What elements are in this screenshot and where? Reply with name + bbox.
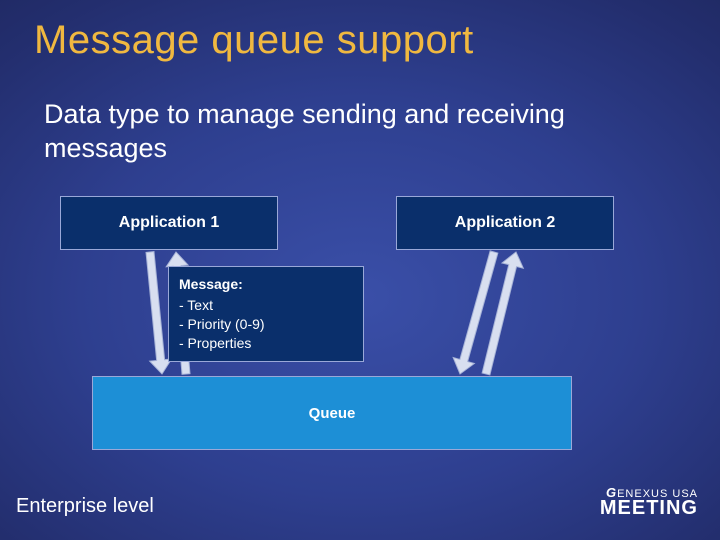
logo-line2: MEETING <box>600 499 698 518</box>
node-queue: Queue <box>92 376 572 450</box>
logo: GENEXUS USA MEETING <box>600 487 698 518</box>
node-app2-label: Application 2 <box>455 214 555 232</box>
node-message: Message: - Text - Priority (0-9) - Prope… <box>168 266 364 362</box>
slide-subtitle: Data type to manage sending and receivin… <box>44 98 664 166</box>
message-header: Message: <box>179 275 353 294</box>
message-line: - Properties <box>179 334 353 353</box>
node-app1: Application 1 <box>60 196 278 250</box>
arrow-app2-down <box>449 249 504 377</box>
node-app2: Application 2 <box>396 196 614 250</box>
node-app1-label: Application 1 <box>119 214 219 232</box>
arrow-app2-up <box>475 249 526 376</box>
message-line: - Text <box>179 296 353 315</box>
slide-title: Message queue support <box>34 18 474 63</box>
message-line: - Priority (0-9) <box>179 315 353 334</box>
slide: Message queue support Data type to manag… <box>0 0 720 540</box>
node-queue-label: Queue <box>309 405 356 422</box>
footer-text: Enterprise level <box>16 495 154 518</box>
